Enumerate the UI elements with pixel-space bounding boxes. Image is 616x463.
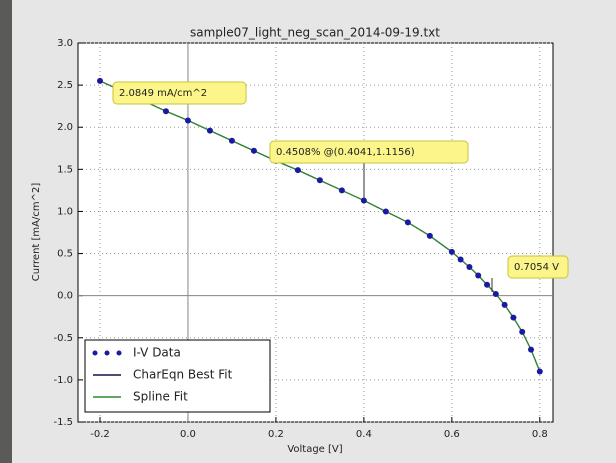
data-point (466, 264, 473, 271)
annotation-box (112, 81, 247, 105)
y-tick-label: 0.5 (57, 249, 73, 260)
annotation-box (269, 140, 469, 164)
data-point (536, 368, 543, 375)
legend-marker (104, 350, 110, 356)
legend-label: CharEqn Best Fit (133, 368, 233, 382)
x-tick-label: 0.4 (356, 429, 372, 440)
legend-marker (92, 350, 98, 356)
x-tick-label: 0.0 (180, 429, 196, 440)
data-point (501, 301, 508, 308)
legend-label: I-V Data (133, 346, 181, 360)
x-tick-label: 0.2 (268, 429, 284, 440)
x-tick-label: 0.6 (444, 429, 460, 440)
data-point (382, 208, 389, 215)
data-point (184, 117, 191, 124)
data-point (448, 248, 455, 255)
y-tick-label: 1.0 (57, 206, 73, 217)
x-axis-label: Voltage [V] (287, 444, 342, 455)
legend-box (84, 339, 271, 413)
data-point (250, 147, 257, 154)
annotation: 2.0849 mA/cm^2 (119, 88, 207, 99)
data-point (316, 177, 323, 184)
data-point (162, 108, 169, 115)
y-tick-label: -1.5 (53, 417, 73, 428)
data-point (426, 232, 433, 239)
y-tick-label: -1.0 (53, 375, 73, 386)
background-strip (0, 0, 12, 463)
annotation: 0.4508% @(0.4041,1.1156) (276, 147, 415, 158)
y-tick-label: 1.5 (57, 164, 73, 175)
chart-title: sample07_light_neg_scan_2014-09-19.txt (190, 26, 440, 40)
y-axis-label: Current [mA/cm^2] (31, 183, 42, 282)
data-point (338, 187, 345, 194)
data-point (360, 197, 367, 204)
data-point (510, 314, 517, 321)
legend-marker (116, 350, 122, 356)
data-point (457, 256, 464, 263)
annotation: 0.7054 V (514, 262, 559, 273)
data-point (475, 272, 482, 279)
y-tick-label: 2.0 (57, 122, 73, 133)
x-tick-label: 0.8 (532, 429, 548, 440)
data-point (206, 127, 213, 134)
data-point (528, 346, 535, 353)
data-point (404, 219, 411, 226)
y-tick-label: 3.0 (57, 38, 73, 49)
y-tick-label: -0.5 (53, 333, 73, 344)
data-point (228, 137, 235, 144)
data-point (294, 167, 301, 174)
data-point (492, 290, 499, 297)
data-point (484, 281, 491, 288)
legend-label: Spline Fit (133, 390, 188, 404)
y-tick-label: 2.5 (57, 80, 73, 91)
data-point (519, 328, 526, 335)
annotation-box (507, 255, 569, 279)
y-tick-label: 0.0 (57, 291, 73, 302)
x-tick-label: -0.2 (90, 429, 110, 440)
data-point (96, 77, 103, 84)
